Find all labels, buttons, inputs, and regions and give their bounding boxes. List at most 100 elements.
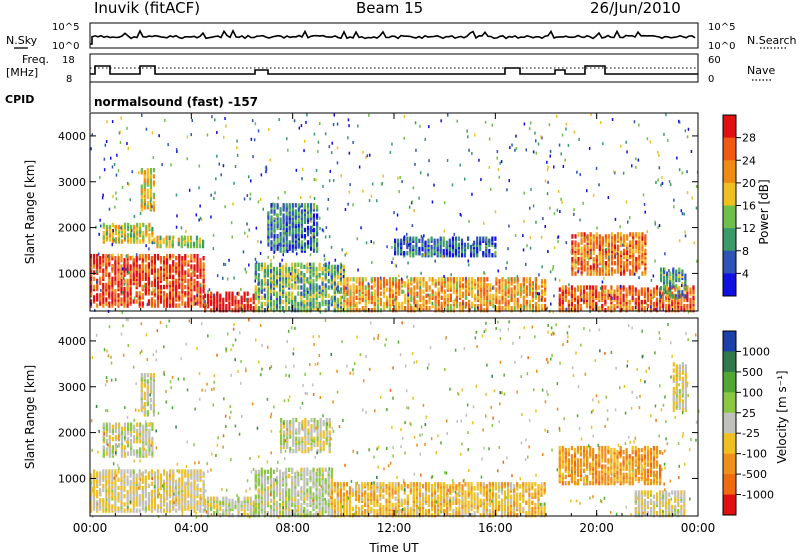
data-cell [156,235,159,240]
data-cell [282,513,285,518]
scatter-cell [175,225,178,229]
data-cell [129,496,132,501]
scatter-cell [696,259,698,263]
scatter-cell [423,234,425,238]
scatter-cell [139,212,142,216]
scatter-cell [398,274,400,278]
data-cell [153,471,156,476]
data-cell [641,232,644,237]
scatter-cell [273,216,275,220]
data-cell [171,235,174,240]
data-cell [93,270,96,275]
scatter-cell [403,115,406,118]
data-cell [537,297,541,303]
data-cell [306,301,309,307]
data-cell [216,508,219,514]
data-cell [93,284,96,290]
data-cell [140,198,143,204]
freq-unit: [MHz] [6,66,38,79]
data-cell [105,491,108,497]
scatter-cell [324,235,327,239]
data-cell [193,295,196,300]
data-cell [114,301,117,306]
scatter-cell [362,189,364,193]
data-cell [333,308,336,313]
data-cell [525,289,528,294]
data-cell [111,428,114,434]
data-cell [288,297,291,303]
data-cell [407,283,410,288]
data-cell [689,303,692,309]
data-cell [150,481,153,486]
data-cell [422,281,425,286]
scatter-cell [325,291,327,295]
scatter-cell [253,138,256,142]
data-cell [279,502,282,508]
data-cell [193,278,196,284]
data-cell [619,293,622,298]
data-cell [193,258,196,263]
data-cell [138,498,141,503]
data-cell [114,434,117,440]
data-cell [589,232,592,237]
data-cell [479,246,482,252]
scatter-cell [560,152,562,156]
scatter-cell [491,123,493,127]
data-cell [260,480,263,485]
data-cell [142,231,145,236]
data-cell [254,494,257,499]
data-cell [117,443,121,448]
data-cell [306,203,310,208]
scatter-cell [664,252,666,256]
scatter-cell [538,273,540,277]
data-cell [592,263,595,268]
data-cell [146,178,149,183]
data-cell [483,308,486,313]
data-cell [130,439,133,444]
data-cell [102,445,105,450]
data-cell [458,277,462,282]
data-cell [246,291,249,296]
data-cell [163,496,166,501]
data-cell [126,260,129,265]
scatter-cell [111,253,114,257]
power-data-cells [90,113,699,314]
freq-label: Freq. [22,53,49,66]
scatter-cell [369,153,371,157]
data-cell [495,287,498,292]
scatter-cell [228,258,230,262]
data-cell [140,393,143,398]
scatter-cell [251,119,254,123]
data-cell [114,260,117,265]
scatter-cell [301,177,303,181]
scatter-cell [236,153,239,157]
data-cell [306,262,309,267]
scatter-cell [338,290,341,294]
scatter-cell [254,257,257,261]
data-cell [163,295,166,300]
data-cell [471,277,474,282]
scatter-cell [307,281,310,285]
data-cell [196,274,199,279]
data-cell [507,306,510,311]
data-cell [146,410,149,415]
scatter-cell [204,299,206,303]
data-cell [321,299,324,305]
data-cell [163,508,166,513]
data-cell [181,282,184,288]
scatter-cell [655,307,657,311]
scatter-cell [497,269,499,273]
data-cell [153,264,156,269]
data-cell [202,303,205,308]
data-cell [184,494,187,499]
scatter-cell [382,174,384,178]
data-cell [355,301,358,307]
data-cell [494,251,497,256]
data-cell [291,301,294,307]
data-cell [519,283,522,288]
scatter-cell [684,234,687,238]
data-cell [279,221,282,226]
data-cell [120,274,123,279]
data-cell [629,248,632,254]
scatter-cell [646,230,648,233]
